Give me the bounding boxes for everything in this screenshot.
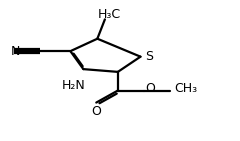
Text: H₃C: H₃C bbox=[97, 8, 120, 21]
Text: O: O bbox=[91, 105, 101, 118]
Text: O: O bbox=[145, 82, 155, 95]
Text: N: N bbox=[11, 45, 20, 58]
Text: CH₃: CH₃ bbox=[174, 82, 197, 95]
Text: H₂N: H₂N bbox=[62, 79, 85, 92]
Text: S: S bbox=[145, 50, 153, 63]
